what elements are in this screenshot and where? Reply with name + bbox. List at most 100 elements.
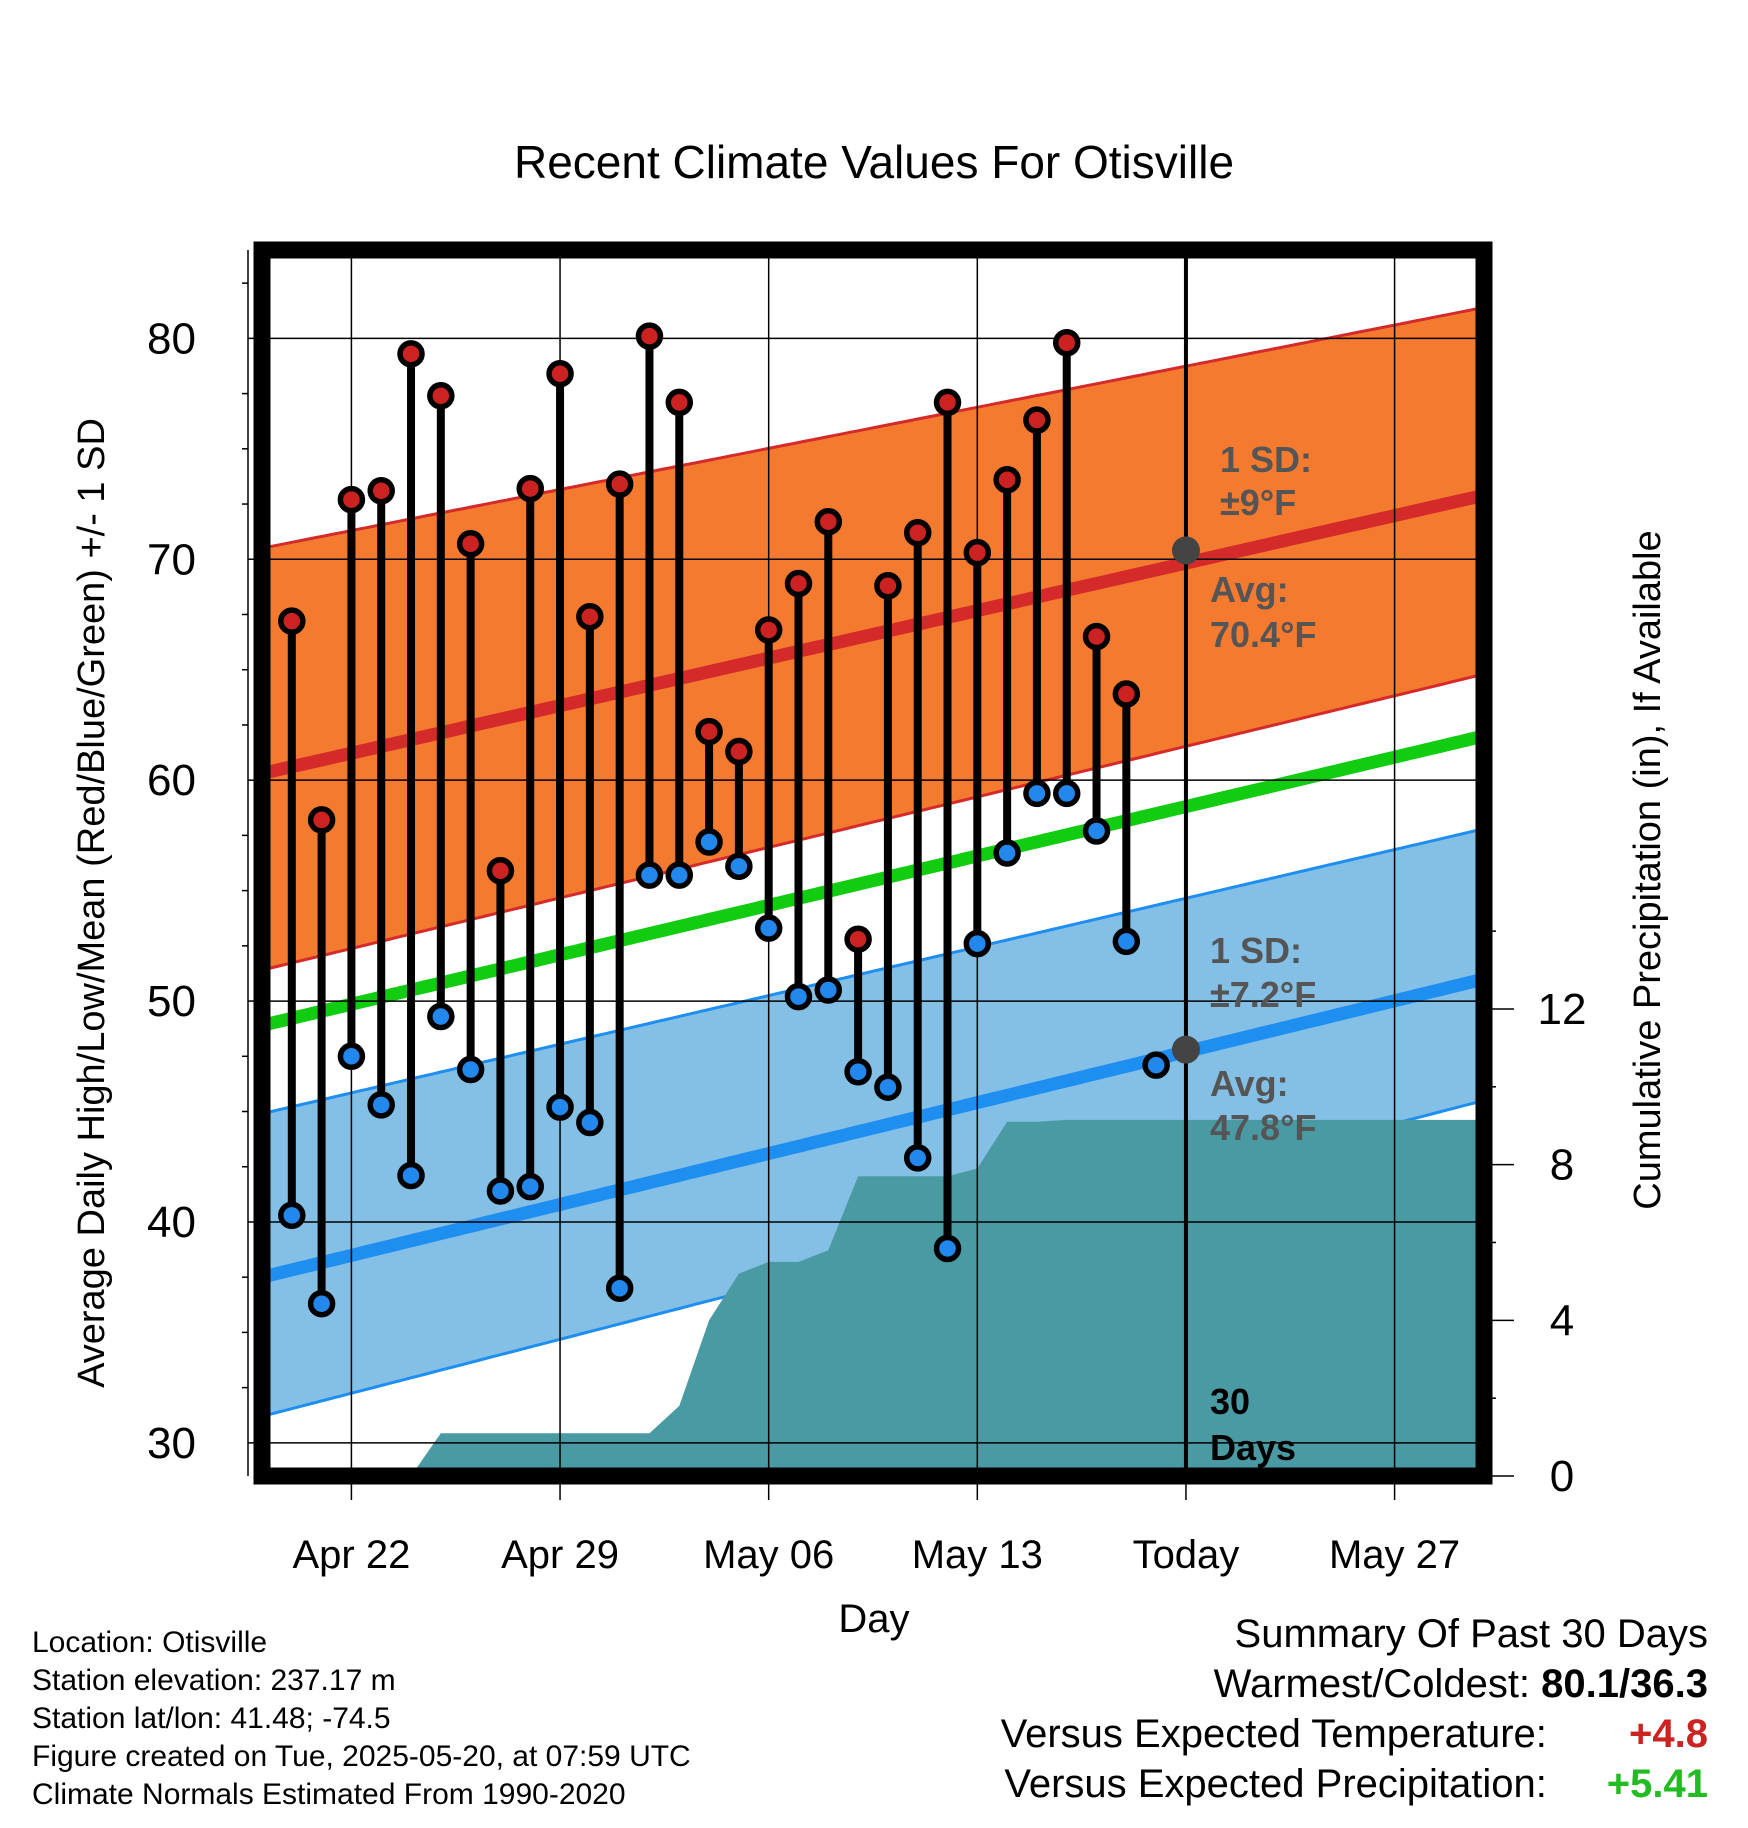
high-sd-value: ±9°F xyxy=(1220,482,1296,523)
high-point xyxy=(725,737,753,766)
low-sd-value: ±7.2°F xyxy=(1210,974,1316,1015)
high-point xyxy=(337,485,366,514)
high-sd-label: 1 SD: xyxy=(1220,439,1312,480)
low-point xyxy=(486,1177,515,1205)
low-point xyxy=(725,852,753,881)
summary-title: Summary Of Past 30 Days xyxy=(1234,1612,1708,1656)
mean-normal-line xyxy=(262,729,1484,1032)
low-point xyxy=(1112,927,1141,956)
x-tick-label: Today xyxy=(1133,1533,1240,1577)
low-point xyxy=(784,982,813,1011)
low-normal-line xyxy=(262,972,1484,1284)
plot-frame xyxy=(253,241,1493,1485)
low-point xyxy=(1142,1051,1170,1079)
y-right-axis-label: Cumulative Precipitation (in), If Availa… xyxy=(1627,530,1669,1209)
y-tick-label: 40 xyxy=(147,1198,196,1247)
y-right-tick-label: 8 xyxy=(1550,1141,1574,1190)
low-point xyxy=(754,914,783,942)
temp-label: Versus Expected Temperature: xyxy=(1000,1712,1547,1756)
precip-value: +5.41 xyxy=(1606,1762,1708,1806)
x-axis-label: Day xyxy=(838,1597,909,1641)
high-point xyxy=(635,322,664,350)
low-point xyxy=(665,861,694,889)
today-low-avg-marker xyxy=(1171,1035,1200,1064)
low-point xyxy=(605,1274,634,1302)
high-band-edge xyxy=(262,305,1484,550)
x-tick-label: May 06 xyxy=(703,1533,834,1577)
high-point xyxy=(814,507,843,536)
plot-inner xyxy=(262,250,1484,1476)
low-point xyxy=(546,1093,574,1121)
x-tick-label: May 27 xyxy=(1329,1533,1460,1577)
low-point xyxy=(367,1091,395,1119)
normals-text: Climate Normals Estimated From 1990-2020 xyxy=(32,1778,626,1811)
y-tick-label: 60 xyxy=(147,756,196,805)
high-point xyxy=(844,925,872,953)
high-point xyxy=(516,474,544,503)
low-point xyxy=(635,861,664,889)
y-tick-label: 50 xyxy=(147,977,196,1026)
high-point xyxy=(1082,622,1111,651)
location-text: Location: Otisville xyxy=(32,1626,268,1659)
high-point xyxy=(605,470,634,498)
high-point xyxy=(963,538,992,567)
y-tick-label: 30 xyxy=(147,1419,196,1468)
low-point xyxy=(456,1055,485,1084)
high-point xyxy=(427,382,455,410)
x-tick-label: Apr 29 xyxy=(501,1533,619,1577)
high-point xyxy=(695,717,723,746)
y-axis-label: Average Daily High/Low/Mean (Red/Blue/Gr… xyxy=(71,418,113,1388)
high-point xyxy=(784,569,813,598)
high-point xyxy=(903,519,932,547)
days-count-label: 30 xyxy=(1210,1381,1250,1422)
low-point xyxy=(993,839,1021,867)
y-tick-label: 80 xyxy=(147,314,196,363)
y-right-tick-label: 12 xyxy=(1538,985,1587,1034)
high-point xyxy=(1112,680,1141,708)
high-point xyxy=(933,388,962,417)
precip-label: Versus Expected Precipitation: xyxy=(1004,1762,1547,1806)
high-point xyxy=(576,602,604,631)
low-point xyxy=(1082,817,1111,845)
low-point xyxy=(903,1144,932,1172)
low-point xyxy=(814,976,843,1004)
low-point xyxy=(576,1108,604,1137)
high-point xyxy=(754,616,783,644)
station-info: Location: Otisville Station elevation: 2… xyxy=(32,1624,691,1814)
high-normal-line xyxy=(262,488,1484,780)
low-sd-label: 1 SD: xyxy=(1210,930,1302,971)
high-point xyxy=(874,572,902,600)
warmest-value: 80.1/36.3 xyxy=(1541,1662,1708,1706)
y-right-tick-label: 4 xyxy=(1550,1296,1574,1345)
high-point xyxy=(546,359,574,388)
high-point xyxy=(397,340,425,368)
warmest-label: Warmest/Coldest: xyxy=(1213,1662,1531,1706)
low-point xyxy=(1023,779,1051,808)
high-point xyxy=(1052,329,1081,357)
high-point xyxy=(1023,406,1051,434)
high-band-edge xyxy=(262,672,1484,972)
days-label: Days xyxy=(1210,1427,1296,1468)
high-point xyxy=(367,477,395,505)
low-point xyxy=(933,1234,962,1263)
low-point xyxy=(427,1002,455,1031)
low-point xyxy=(1052,779,1081,808)
low-point xyxy=(874,1073,902,1101)
high-point xyxy=(307,806,336,834)
y-right-tick-label: 0 xyxy=(1550,1452,1574,1501)
high-point xyxy=(486,856,515,885)
high-avg-value: 70.4°F xyxy=(1210,614,1316,655)
low-point xyxy=(695,828,723,856)
low-point xyxy=(278,1201,306,1230)
summary-panel: Summary Of Past 30 Days Warmest/Coldest:… xyxy=(1001,1612,1708,1812)
low-point xyxy=(963,929,992,958)
low-avg-label: Avg: xyxy=(1210,1063,1289,1104)
x-tick-label: Apr 22 xyxy=(292,1533,410,1577)
y-tick-label: 70 xyxy=(147,535,196,584)
low-avg-value: 47.8°F xyxy=(1210,1107,1316,1148)
low-point xyxy=(307,1289,336,1318)
low-point xyxy=(397,1161,425,1190)
latlon-text: Station lat/lon: 41.48; -74.5 xyxy=(32,1702,391,1735)
high-point xyxy=(665,388,694,417)
